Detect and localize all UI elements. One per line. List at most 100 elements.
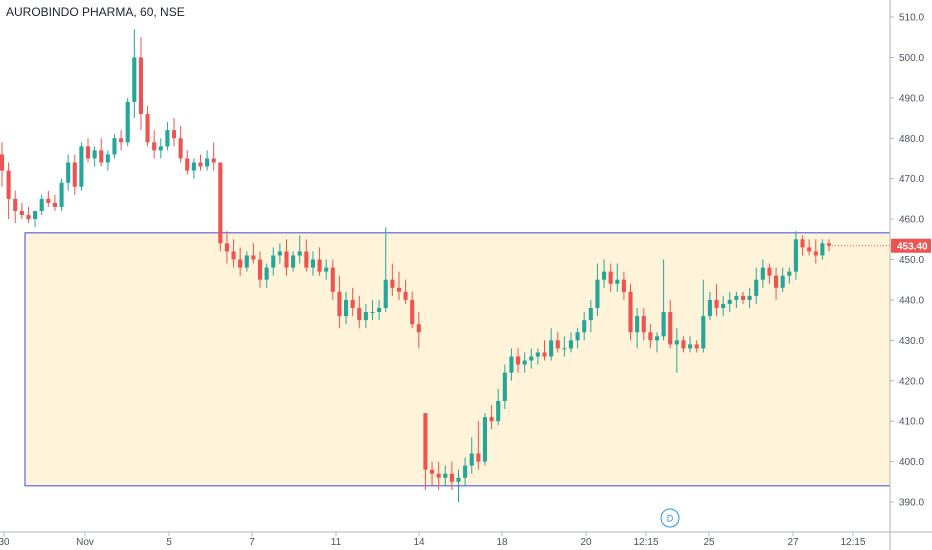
candle[interactable] — [324, 259, 329, 280]
candle[interactable] — [403, 279, 408, 304]
candle[interactable] — [482, 413, 488, 466]
candle[interactable] — [198, 154, 203, 171]
candle[interactable] — [793, 231, 798, 280]
candle[interactable] — [284, 239, 289, 276]
candle[interactable] — [304, 239, 309, 272]
candle[interactable] — [562, 336, 567, 357]
candle[interactable] — [535, 348, 540, 365]
candle[interactable] — [747, 287, 752, 308]
candle[interactable] — [205, 150, 210, 171]
candle[interactable] — [456, 469, 461, 502]
candle[interactable] — [178, 126, 183, 163]
candle[interactable] — [33, 211, 38, 228]
candle[interactable] — [85, 138, 91, 163]
candle[interactable] — [429, 461, 435, 486]
candle[interactable] — [165, 122, 170, 151]
candle[interactable] — [549, 328, 554, 361]
candle[interactable] — [112, 134, 117, 159]
candle[interactable] — [641, 308, 646, 341]
candle[interactable] — [661, 259, 666, 341]
candle[interactable] — [714, 283, 719, 317]
candle[interactable] — [224, 231, 229, 264]
time-axis[interactable]: 30 Nov 5 7 11 14 18 20 12:15 25 27 12:15 — [0, 532, 866, 548]
candle[interactable] — [271, 247, 276, 276]
candle[interactable] — [171, 118, 177, 147]
candle[interactable] — [628, 283, 633, 341]
candle[interactable] — [211, 142, 216, 171]
candle[interactable] — [244, 251, 249, 272]
candle[interactable] — [277, 243, 282, 264]
candle[interactable] — [350, 287, 355, 317]
candle[interactable] — [681, 336, 686, 353]
candle[interactable] — [774, 267, 779, 300]
candle[interactable] — [416, 312, 421, 349]
candle[interactable] — [767, 263, 772, 284]
candle[interactable] — [337, 275, 342, 329]
candle[interactable] — [608, 263, 613, 292]
candle[interactable] — [297, 235, 302, 264]
candle[interactable] — [648, 324, 653, 349]
candle[interactable] — [79, 142, 84, 191]
candle[interactable] — [515, 348, 521, 373]
candle[interactable] — [396, 271, 402, 300]
candle[interactable] — [496, 388, 501, 426]
candle[interactable] — [257, 251, 263, 288]
candle[interactable] — [575, 328, 580, 349]
candle[interactable] — [476, 421, 481, 470]
candle[interactable] — [423, 413, 428, 490]
candle[interactable] — [674, 328, 679, 373]
candle[interactable] — [52, 194, 57, 211]
candle[interactable] — [39, 194, 44, 216]
candle[interactable] — [449, 461, 454, 490]
candle[interactable] — [502, 364, 507, 410]
candle[interactable] — [125, 97, 130, 147]
candle[interactable] — [105, 150, 110, 171]
candle[interactable] — [6, 162, 11, 220]
candle[interactable] — [132, 29, 137, 119]
candle[interactable] — [780, 267, 785, 292]
candle[interactable] — [807, 239, 812, 256]
candle[interactable] — [158, 138, 163, 159]
candle[interactable] — [621, 271, 626, 300]
candle[interactable] — [489, 405, 494, 430]
candle[interactable] — [119, 130, 124, 151]
candle[interactable] — [310, 251, 316, 276]
candle[interactable] — [357, 295, 362, 329]
candle[interactable] — [377, 299, 382, 321]
candle[interactable] — [615, 263, 620, 292]
candle[interactable] — [46, 190, 51, 207]
candle[interactable] — [694, 340, 699, 353]
candle[interactable] — [555, 332, 560, 353]
candle[interactable] — [363, 303, 368, 329]
candle[interactable] — [668, 299, 673, 349]
candle[interactable] — [654, 332, 660, 353]
candle[interactable] — [522, 352, 527, 373]
candle[interactable] — [390, 263, 395, 296]
candle[interactable] — [588, 299, 593, 333]
candle[interactable] — [218, 162, 223, 252]
candle[interactable] — [826, 239, 832, 252]
candle[interactable] — [191, 158, 196, 179]
candle[interactable] — [152, 130, 157, 159]
candle[interactable] — [463, 457, 468, 486]
candle[interactable] — [145, 105, 150, 147]
candle[interactable] — [383, 227, 388, 313]
candle[interactable] — [238, 247, 243, 276]
candle[interactable] — [602, 259, 607, 288]
candle[interactable] — [701, 279, 706, 353]
candle[interactable] — [813, 239, 818, 264]
candle[interactable] — [740, 291, 746, 304]
candle[interactable] — [542, 340, 547, 361]
candle[interactable] — [582, 312, 587, 341]
candle[interactable] — [330, 259, 335, 300]
candle[interactable] — [760, 259, 765, 288]
candle[interactable] — [59, 178, 64, 211]
candle[interactable] — [688, 336, 693, 353]
supply-demand-zone[interactable] — [24, 232, 891, 487]
candle[interactable] — [291, 251, 296, 272]
candle[interactable] — [26, 206, 31, 224]
candle[interactable] — [251, 243, 256, 264]
candle[interactable] — [727, 291, 732, 313]
candle[interactable] — [92, 146, 97, 167]
